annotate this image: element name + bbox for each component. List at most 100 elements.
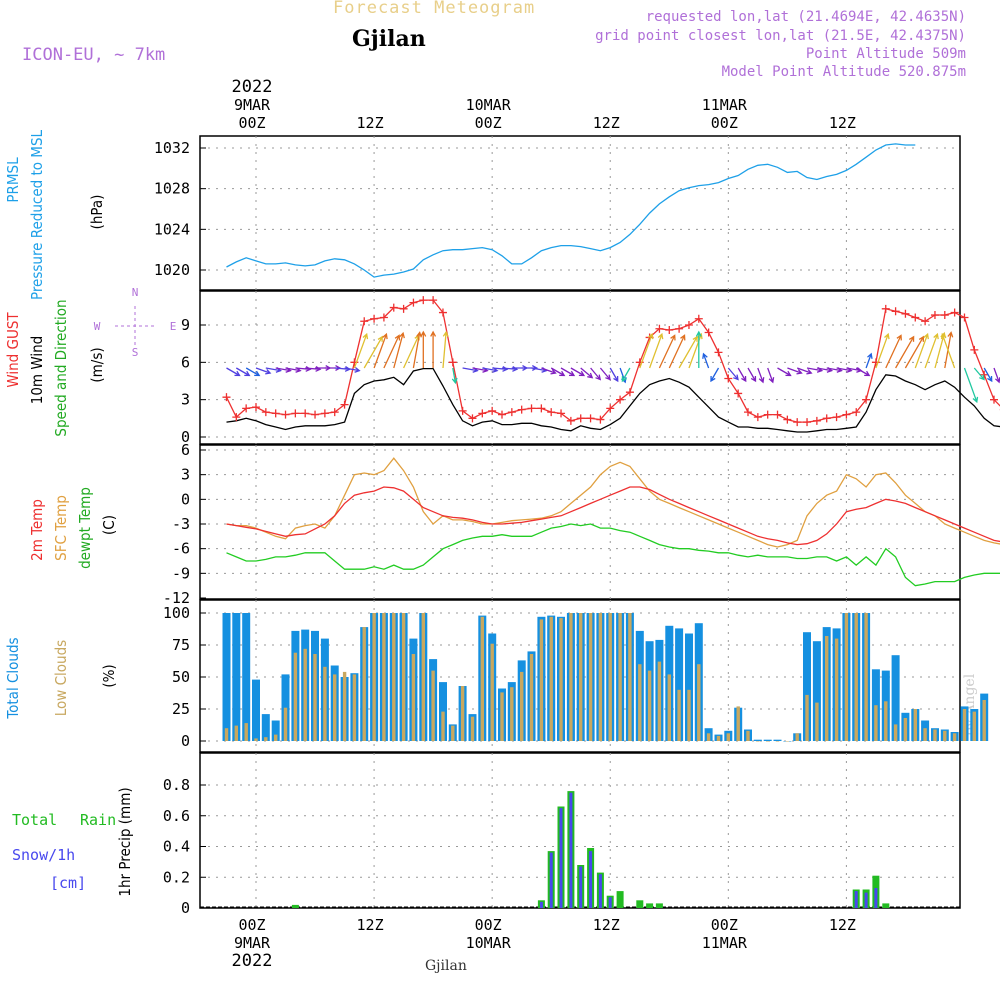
xtick-label-bottom: 00Z	[711, 916, 738, 934]
wind-direction-arrow	[695, 330, 702, 368]
compass-west: W	[94, 320, 101, 333]
place-name: Gjilan	[352, 26, 426, 52]
ytick-label-clouds: 0	[181, 732, 190, 750]
ytick-label-precip: 0.4	[163, 838, 190, 856]
low-cloud-bar	[736, 706, 740, 741]
wind-direction-arrow	[875, 332, 890, 369]
wind-direction-arrow	[747, 367, 757, 383]
wind-direction-arrow	[924, 332, 939, 369]
low-cloud-bar	[234, 725, 238, 741]
wind-gust-marker	[665, 325, 674, 334]
ytick-label-wind: 3	[181, 391, 190, 409]
low-cloud-bar	[254, 738, 258, 741]
low-cloud-bar	[510, 687, 514, 741]
low-cloud-bar	[962, 709, 967, 741]
wind-gust-marker	[242, 404, 251, 413]
total-cloud-bar	[242, 613, 251, 741]
precip-ylabel: 1hr Precip (mm)	[116, 787, 134, 896]
wind-gust-marker	[429, 296, 438, 305]
wind-gust-marker	[675, 324, 684, 333]
low-cloud-bar	[677, 689, 681, 741]
wind-direction-arrow	[796, 367, 813, 375]
low-cloud-bar	[864, 613, 868, 741]
wind-gust-marker	[596, 415, 605, 424]
low-cloud-bar	[795, 733, 799, 741]
low-cloud-bar	[913, 709, 917, 741]
low-cloud-bar	[697, 664, 701, 741]
low-cloud-bar	[392, 613, 396, 741]
wind-gust-marker	[694, 314, 703, 323]
wind-direction-arrow	[255, 367, 272, 375]
wind-direction-arrow	[702, 352, 710, 369]
dewpoint-line	[226, 523, 1000, 587]
wind-direction-arrow	[580, 367, 594, 379]
wind-gust-marker	[842, 410, 851, 419]
snow-bar	[874, 888, 878, 908]
wind-gust-marker	[498, 410, 506, 419]
wind-gust-marker	[301, 409, 310, 418]
pressure-ylabel-2: Pressure Reduced to MSL	[28, 129, 46, 300]
low-cloud-bar	[923, 728, 927, 741]
wind-direction-arrow	[904, 335, 925, 369]
wind-gust-marker	[370, 314, 379, 323]
low-cloud-bar	[874, 705, 878, 741]
wind-gust-marker	[232, 413, 241, 422]
low-cloud-bar	[401, 613, 406, 741]
low-cloud-bar	[933, 729, 937, 741]
xtick-label-bottom: 00Z	[475, 916, 502, 934]
wind-gust-marker	[734, 389, 743, 398]
low-cloud-bar	[746, 730, 750, 741]
wind-direction-arrow	[363, 335, 383, 369]
precip-legend-rain: Rain	[80, 811, 116, 829]
wind-gust-marker	[379, 313, 388, 322]
wind-gust-marker	[704, 328, 713, 337]
point-altitude: Point Altitude 509m	[805, 46, 966, 62]
wind-gust-marker	[311, 410, 320, 419]
wind-direction-arrow	[373, 332, 388, 369]
snow-bar	[854, 891, 858, 908]
low-cloud-bar	[884, 701, 888, 741]
low-cloud-bar	[815, 702, 819, 741]
total-cloud-bar	[261, 714, 270, 741]
grid-point-location: grid point closest lon,lat (21.5E, 42.43…	[595, 28, 966, 44]
snow-bar	[864, 892, 868, 908]
wind-direction-arrow	[550, 367, 566, 377]
wind-gust-marker	[773, 410, 782, 419]
wind-gust-marker	[557, 409, 566, 418]
wind-gust-marker	[291, 409, 300, 418]
wind-direction-arrow	[245, 367, 261, 377]
low-cloud-bar	[638, 664, 642, 741]
wind-direction-arrow	[541, 367, 557, 375]
clouds-ylabel-total: Total Clouds	[4, 637, 22, 719]
wind-direction-arrow	[599, 367, 611, 381]
wind-ylabel-gust: Wind GUST	[4, 312, 22, 388]
low-cloud-bar	[313, 654, 317, 741]
wind-direction-arrow	[855, 367, 871, 377]
model-altitude: Model Point Altitude 520.875m	[721, 64, 966, 80]
panel-frame-temperature	[199, 444, 961, 600]
xtick-label-top: 12Z	[357, 114, 384, 132]
xtick-label-top: 12Z	[593, 114, 620, 132]
low-cloud-bar	[382, 613, 386, 741]
snow-bar	[579, 866, 583, 908]
total-cloud-bar	[675, 628, 684, 741]
compass-south: S	[132, 346, 139, 359]
wind-gust-marker	[547, 408, 556, 417]
wind-gust-marker	[527, 404, 536, 413]
wind-direction-arrow	[710, 367, 720, 383]
wind-direction-arrow	[658, 334, 676, 369]
wind-gust-marker	[763, 410, 772, 419]
wind-gust-marker	[744, 408, 752, 417]
wind-gust-line	[225, 299, 1000, 423]
total-cloud-bar	[891, 655, 900, 741]
wind-gust-marker	[222, 393, 231, 402]
low-cloud-bar	[579, 613, 583, 741]
wind-direction-arrow	[609, 367, 619, 383]
wind-gust-marker	[340, 400, 349, 409]
wind-direction-arrow	[727, 367, 739, 381]
low-cloud-bar	[756, 741, 760, 742]
xtick-label-bottom: 12Z	[593, 916, 620, 934]
2m-temp-line	[226, 486, 1000, 546]
total-cloud-bar	[439, 682, 447, 741]
snow-bar	[549, 852, 553, 908]
